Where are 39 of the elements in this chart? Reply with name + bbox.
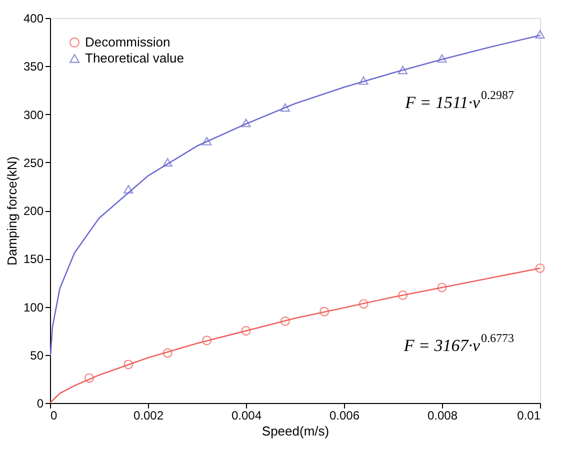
x-tick-label: 0.004 bbox=[231, 408, 262, 422]
x-tick-label: 0.002 bbox=[133, 408, 164, 422]
point bbox=[535, 263, 545, 274]
y-axis-title: Damping force(kN) bbox=[4, 156, 20, 266]
point bbox=[437, 282, 447, 292]
x-tick-label: 0.006 bbox=[329, 408, 360, 422]
point bbox=[437, 54, 447, 63]
point bbox=[358, 76, 368, 85]
y-tick-label: 150 bbox=[23, 252, 44, 266]
point bbox=[241, 118, 251, 128]
point bbox=[124, 360, 134, 370]
y-tick-label: 400 bbox=[23, 12, 44, 26]
point bbox=[124, 185, 134, 194]
legend-label: Theoretical value bbox=[85, 50, 184, 66]
x-axis-title: Speed(m/s) bbox=[262, 424, 330, 438]
y-tick-label: 100 bbox=[23, 300, 44, 314]
point bbox=[280, 103, 290, 112]
y-tick-label: 250 bbox=[23, 156, 44, 170]
y-tick-label: 300 bbox=[23, 108, 44, 122]
point bbox=[535, 30, 545, 39]
legend-label: Decommission bbox=[85, 34, 170, 50]
point bbox=[320, 306, 330, 316]
point bbox=[162, 158, 172, 167]
point bbox=[84, 373, 94, 383]
point bbox=[202, 136, 212, 146]
point bbox=[398, 66, 408, 74]
x-tick-label: 0.008 bbox=[427, 408, 458, 422]
y-tick-label: 50 bbox=[30, 348, 44, 362]
y-tick-label: 0 bbox=[36, 396, 44, 410]
x-tick-label: 0.01 bbox=[517, 408, 541, 422]
point bbox=[202, 336, 212, 346]
point bbox=[241, 326, 251, 336]
x-tick-label: 0 bbox=[50, 408, 58, 422]
point bbox=[162, 348, 172, 358]
y-tick-label: 200 bbox=[23, 204, 44, 218]
point bbox=[280, 316, 290, 326]
point bbox=[398, 290, 408, 300]
point bbox=[358, 299, 368, 309]
y-tick-label: 350 bbox=[23, 60, 44, 74]
